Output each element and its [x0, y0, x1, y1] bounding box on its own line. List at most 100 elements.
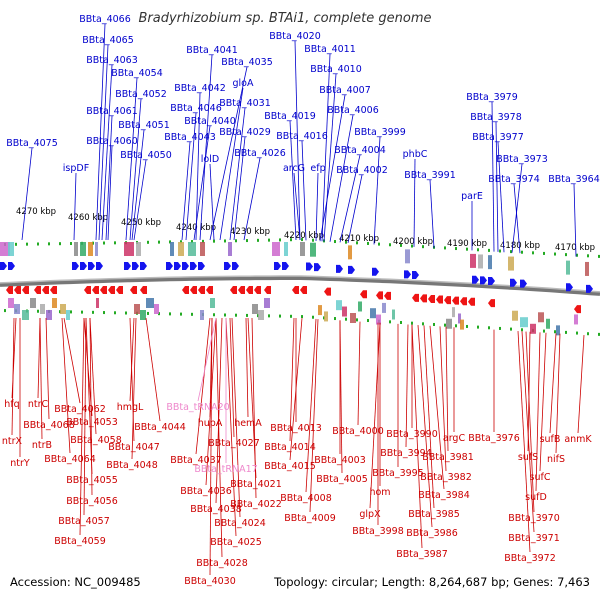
minus-gene-label[interactable]: BBta_4015	[264, 461, 316, 472]
minus-gene-label[interactable]: BBta_3971	[508, 533, 560, 544]
minus-gene-label[interactable]: BBta_4030	[184, 576, 236, 587]
minus-gene-label[interactable]: sufS	[518, 452, 538, 463]
plus-gene-label[interactable]: BBta_3964	[548, 174, 600, 185]
plus-gene-label[interactable]: BBta_4042	[174, 83, 226, 94]
minus-gene-label[interactable]: BBta_3990	[386, 429, 438, 440]
minus-gene-label[interactable]: BBta_4005	[316, 474, 368, 485]
plus-gene-label[interactable]: lolD	[201, 154, 219, 165]
minus-gene-label[interactable]: BBta_4014	[264, 442, 316, 453]
minus-gene-label[interactable]: BBta_3972	[504, 553, 556, 564]
plus-gene-label[interactable]: BBta_4040	[184, 116, 236, 127]
minus-gene-label[interactable]: BBta_3970	[508, 513, 560, 524]
minus-gene-label[interactable]: BBta_3998	[352, 526, 404, 537]
plus-gene-label[interactable]: BBta_4046	[170, 103, 222, 114]
minus-gene-label[interactable]: BBta_3982	[420, 472, 472, 483]
minus-gene-label[interactable]: BBta_4068	[23, 420, 75, 431]
minus-gene-label[interactable]: BBta_3985	[408, 509, 460, 520]
plus-gene-label[interactable]: phbC	[403, 149, 428, 160]
plus-gene-label[interactable]: BBta_4075	[6, 138, 58, 149]
rna-gene-label[interactable]: BBta_tRNA17	[194, 464, 257, 475]
plus-gene-label[interactable]: BBta_4035	[221, 57, 273, 68]
minus-gene-label[interactable]: BBta_4053	[66, 417, 118, 428]
minus-gene-label[interactable]: sufC	[530, 472, 551, 483]
minus-gene-label[interactable]: BBta_3986	[406, 528, 458, 539]
minus-gene-label[interactable]: BBta_4037	[170, 455, 222, 466]
plus-gene-label[interactable]: BBta_4054	[111, 68, 163, 79]
minus-gene-label[interactable]: hupA	[198, 418, 223, 429]
minus-gene-label[interactable]: BBta_3981	[422, 452, 474, 463]
minus-gene-label[interactable]: BBta_4013	[270, 423, 322, 434]
plus-gene-label[interactable]: BBta_4061	[86, 106, 138, 117]
plus-gene-label[interactable]: gloA	[233, 78, 254, 89]
plus-gene-label[interactable]: BBta_3991	[404, 170, 456, 181]
plus-gene-label[interactable]: arcG	[283, 163, 305, 174]
plus-gene-label[interactable]: BBta_4041	[186, 45, 238, 56]
plus-gene-label[interactable]: BBta_4050	[120, 150, 172, 161]
plus-gene-label[interactable]: BBta_3999	[354, 127, 406, 138]
minus-gene-label[interactable]: BBta_3987	[396, 549, 448, 560]
plus-gene-label[interactable]: BBta_3978	[470, 112, 522, 123]
plus-gene-label[interactable]: BBta_4002	[336, 165, 388, 176]
minus-gene-label[interactable]: BBta_4058	[70, 435, 122, 446]
plus-gene-label[interactable]: BBta_3979	[466, 92, 518, 103]
plus-gene-label[interactable]: BBta_4043	[164, 132, 216, 143]
minus-gene-label[interactable]: sufD	[525, 492, 547, 503]
minus-gene-label[interactable]: BBta_4057	[58, 516, 110, 527]
minus-gene-label[interactable]: BBta_3994	[380, 448, 432, 459]
minus-gene-label[interactable]: BBta_4064	[44, 454, 96, 465]
rna-gene-label[interactable]: BBta_tRNA20	[166, 402, 229, 413]
minus-gene-label[interactable]: glpX	[359, 509, 381, 520]
minus-gene-label[interactable]: hom	[369, 487, 390, 498]
plus-gene-label[interactable]: ispDF	[63, 163, 89, 174]
minus-gene-label[interactable]: BBta_4008	[280, 493, 332, 504]
minus-gene-label[interactable]: BBta_4036	[180, 486, 232, 497]
minus-gene-label[interactable]: BBta_4056	[66, 496, 118, 507]
minus-gene-label[interactable]: BBta_4028	[196, 558, 248, 569]
minus-gene-label[interactable]: argC	[443, 433, 466, 444]
plus-gene-label[interactable]: BBta_4063	[86, 55, 138, 66]
minus-gene-label[interactable]: BBta_4003	[314, 455, 366, 466]
plus-gene-label[interactable]: BBta_4010	[310, 64, 362, 75]
minus-gene-label[interactable]: anmK	[564, 434, 592, 445]
minus-gene-label[interactable]: BBta_3984	[418, 490, 470, 501]
minus-gene-label[interactable]: BBta_4059	[54, 536, 106, 547]
minus-gene-label[interactable]: BBta_4038	[190, 504, 242, 515]
minus-gene-label[interactable]: BBta_4021	[230, 479, 282, 490]
plus-gene-label[interactable]: BBta_4065	[82, 35, 134, 46]
minus-gene-label[interactable]: BBta_3995	[372, 468, 424, 479]
minus-gene-label[interactable]: BBta_4022	[230, 499, 282, 510]
minus-gene-label[interactable]: ntrX	[2, 436, 23, 447]
plus-gene-label[interactable]: BBta_3977	[472, 132, 524, 143]
minus-gene-label[interactable]: ntrB	[32, 440, 52, 451]
minus-gene-label[interactable]: BBta_4044	[134, 422, 186, 433]
plus-gene-label[interactable]: BBta_3973	[496, 154, 548, 165]
plus-gene-label[interactable]: BBta_4051	[118, 120, 170, 131]
plus-gene-label[interactable]: BBta_4060	[86, 136, 138, 147]
minus-gene-label[interactable]: hemA	[234, 418, 262, 429]
plus-gene-label[interactable]: BBta_4019	[264, 111, 316, 122]
minus-gene-label[interactable]: BBta_4024	[214, 518, 266, 529]
minus-gene-label[interactable]: hfq	[4, 399, 19, 410]
minus-gene-label[interactable]: BBta_4000	[332, 426, 384, 437]
plus-gene-label[interactable]: BBta_3974	[488, 174, 540, 185]
plus-gene-label[interactable]: BBta_4006	[327, 105, 379, 116]
plus-gene-label[interactable]: BBta_4066	[79, 14, 131, 25]
plus-gene-label[interactable]: BBta_4052	[115, 89, 167, 100]
plus-gene-label[interactable]: efp	[310, 163, 325, 174]
minus-gene-label[interactable]: BBta_4027	[208, 438, 260, 449]
minus-gene-label[interactable]: nifS	[547, 454, 565, 465]
minus-gene-label[interactable]: ntrY	[10, 458, 30, 469]
minus-gene-label[interactable]: BBta_4009	[284, 513, 336, 524]
minus-gene-label[interactable]: ntrC	[28, 399, 49, 410]
plus-gene-label[interactable]: BBta_4031	[219, 98, 271, 109]
minus-gene-label[interactable]: sufB	[540, 434, 561, 445]
minus-gene-label[interactable]: BBta_4055	[66, 475, 118, 486]
plus-gene-label[interactable]: BBta_4011	[304, 44, 356, 55]
plus-gene-label[interactable]: BBta_4020	[269, 31, 321, 42]
gene-labels[interactable]: BBta_4066 BBta_4065 BBta_4063 BBta_4054 BBta…	[2, 14, 600, 587]
minus-gene-label[interactable]: BBta_3976	[468, 433, 520, 444]
plus-gene-label[interactable]: BBta_4007	[319, 85, 371, 96]
minus-gene-label[interactable]: hmgL	[117, 402, 144, 413]
plus-gene-label[interactable]: BBta_4004	[334, 145, 386, 156]
plus-gene-label[interactable]: BBta_4026	[234, 148, 286, 159]
